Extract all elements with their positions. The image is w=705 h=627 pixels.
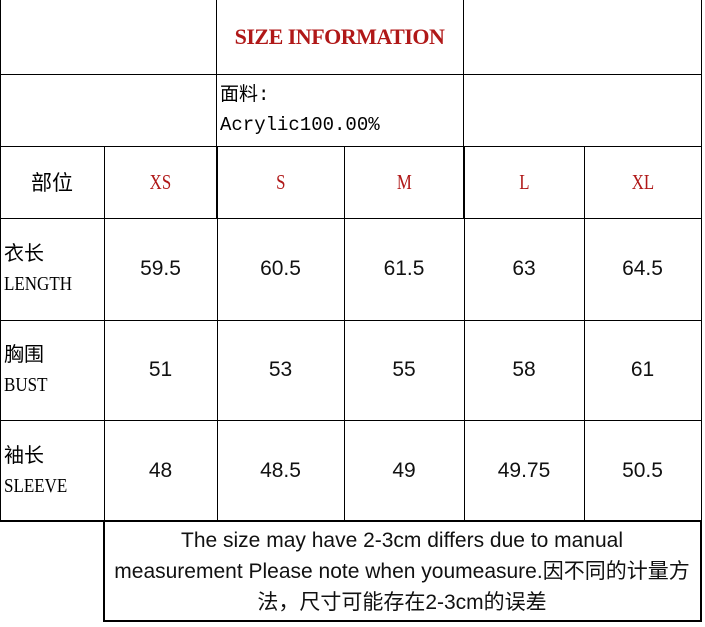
grid-line bbox=[104, 620, 702, 622]
size-header-l: L bbox=[464, 146, 584, 218]
grid-line bbox=[0, 0, 1, 521]
row-label-zh: 衣长 bbox=[4, 243, 44, 265]
grid-line bbox=[216, 0, 217, 218]
grid-line bbox=[104, 146, 105, 622]
fabric-cell: 面料: Acrylic100.00% bbox=[216, 74, 463, 146]
grid-line bbox=[584, 146, 585, 521]
size-label: M bbox=[396, 169, 412, 194]
grid-line bbox=[463, 0, 464, 218]
grid-line bbox=[0, 520, 702, 522]
table-cell: 61 bbox=[630, 358, 655, 381]
table-cell: 64.5 bbox=[622, 257, 663, 280]
table-cell: 48.5 bbox=[260, 458, 301, 482]
part-header: 部位 bbox=[31, 171, 73, 195]
row-label: 胸围 BUST bbox=[0, 320, 104, 420]
grid-line bbox=[0, 420, 702, 421]
table-cell: 60.5 bbox=[260, 257, 301, 280]
grid-line bbox=[0, 146, 702, 147]
size-label: S bbox=[275, 169, 286, 194]
grid-line bbox=[0, 320, 702, 321]
grid-line bbox=[217, 146, 218, 521]
grid-line bbox=[103, 520, 105, 622]
table-cell: 49 bbox=[392, 458, 416, 482]
grid-line bbox=[0, 74, 702, 75]
table-cell: 59.5 bbox=[140, 257, 181, 280]
fabric-value: Acrylic100.00% bbox=[220, 114, 380, 136]
row-label-zh: 胸围 bbox=[4, 344, 44, 366]
fabric-label: 面料: bbox=[220, 84, 270, 106]
table-cell: 50.5 bbox=[622, 458, 663, 482]
size-header-m: M bbox=[344, 146, 464, 218]
size-header-xl: XL bbox=[584, 146, 701, 218]
size-label: XL bbox=[631, 169, 654, 194]
grid-line bbox=[464, 146, 465, 521]
table-cell: 48 bbox=[148, 458, 173, 482]
table-cell: 49.75 bbox=[497, 458, 551, 482]
row-label-zh: 袖长 bbox=[4, 444, 44, 467]
row-label-en: SLEEVE bbox=[4, 474, 68, 497]
measurement-note: The size may have 2-3cm differs due to m… bbox=[114, 528, 690, 614]
size-label: XS bbox=[149, 169, 172, 194]
table-cell: 51 bbox=[148, 358, 173, 381]
row-label-en: LENGTH bbox=[4, 273, 72, 295]
grid-line bbox=[700, 520, 702, 622]
table-cell: 53 bbox=[268, 358, 293, 381]
grid-line bbox=[0, 218, 702, 219]
row-label: 衣长 LENGTH bbox=[0, 218, 104, 320]
grid-line bbox=[344, 146, 345, 521]
size-label: L bbox=[518, 169, 530, 194]
table-cell: 63 bbox=[512, 257, 536, 280]
table-title: SIZE INFORMATION bbox=[234, 24, 445, 49]
size-header-xs: XS bbox=[104, 146, 217, 218]
table-cell: 55 bbox=[392, 358, 416, 381]
grid-line bbox=[701, 0, 702, 622]
table-cell: 58 bbox=[512, 358, 536, 381]
table-cell: 61.5 bbox=[383, 257, 425, 280]
size-header-s: S bbox=[217, 146, 344, 218]
row-label-en: BUST bbox=[4, 374, 48, 396]
row-label: 袖长 SLEEVE bbox=[0, 420, 104, 521]
